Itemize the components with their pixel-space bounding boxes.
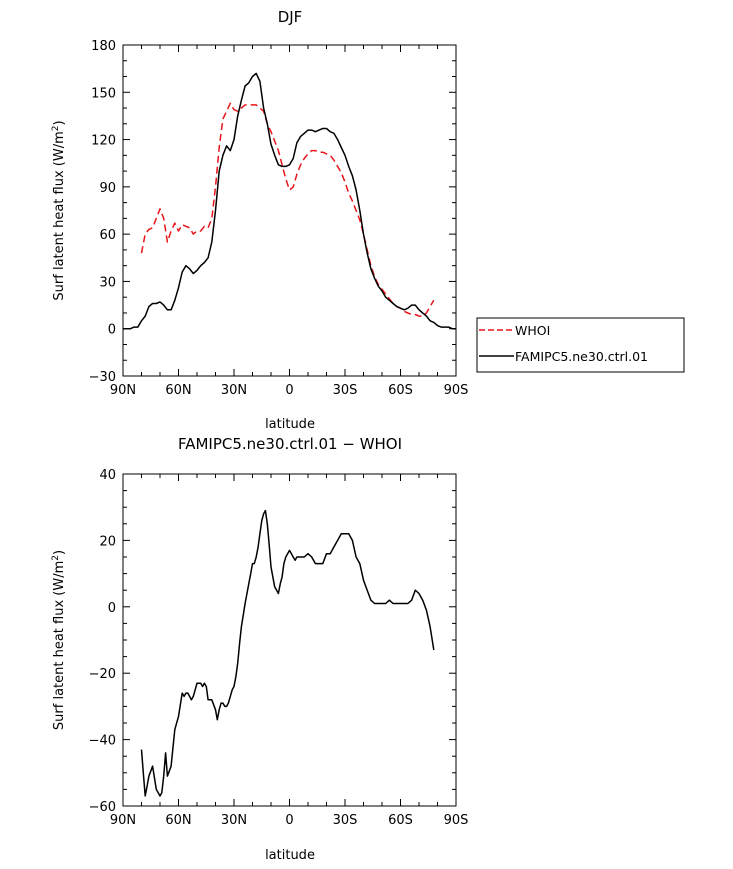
top-chart-xlabel: latitude (265, 417, 315, 432)
bottom-chart-xtick-label: 30N (221, 813, 247, 828)
bottom-chart-ylabel-text: Surf latent heat flux (W/m (52, 561, 67, 730)
top-chart-frame (122, 44, 457, 377)
top-chart-xtick-label: 90S (444, 383, 469, 398)
bottom-chart-marks (140, 509, 435, 797)
top-chart: DJF 90N 60N 30N 0 30S 60S 90S 180 150 120 90 60 30 0 −… (51, 8, 468, 432)
bottom-chart-frame (122, 473, 457, 807)
top-chart-ytick-label: 150 (91, 86, 116, 101)
bottom-chart-ytick-label: 0 (108, 601, 116, 616)
bottom-chart-xtick-label: 90S (444, 813, 469, 828)
top-chart-xtick-label: 60S (388, 383, 413, 398)
top-chart-ylabel-close: ) (52, 120, 67, 125)
top-chart-ylabel: Surf latent heat flux (W/m2) (51, 120, 67, 300)
bottom-chart-ylabel-close: ) (52, 550, 67, 555)
top-chart-xtick-label: 30S (333, 383, 358, 398)
top-chart-ytick-label: 90 (99, 181, 116, 196)
top-chart-series-line-0 (140, 102, 435, 317)
top-chart-ticks: 90N 60N 30N 0 30S 60S 90S 180 150 120 90 60 30 0 −30 (89, 39, 469, 398)
bottom-chart-ytick-label: 40 (99, 468, 116, 483)
top-chart-xtick-label: 0 (285, 383, 293, 398)
bottom-chart-ylabel-sup: 2 (51, 555, 61, 561)
bottom-chart-ytick-label: −40 (89, 734, 116, 749)
top-chart-ylabel-text: Surf latent heat flux (W/m (52, 131, 67, 300)
bottom-chart-xtick-label: 0 (285, 813, 293, 828)
bottom-chart-series-line-0 (140, 509, 435, 797)
bottom-chart-xtick-label: 90N (110, 813, 136, 828)
top-chart-ytick-label: 180 (91, 39, 116, 54)
top-chart-xtick-label: 90N (110, 383, 136, 398)
top-chart-ytick-label: −30 (89, 370, 116, 385)
bottom-chart-ytick-label: 20 (99, 534, 116, 549)
top-chart-ytick-label: 60 (99, 228, 116, 243)
bottom-chart-xtick-label: 30S (333, 813, 358, 828)
top-chart-marks (123, 72, 456, 330)
bottom-chart-xtick-label: 60S (388, 813, 413, 828)
bottom-chart-xlabel: latitude (265, 848, 315, 863)
top-chart-ytick-label: 0 (108, 323, 116, 338)
bottom-chart-ylabel: Surf latent heat flux (W/m2) (51, 550, 67, 730)
legend-label-model: FAMIPC5.ne30.ctrl.01 (515, 349, 648, 364)
legend-label-whoi: WHOI (515, 323, 550, 338)
bottom-chart: FAMIPC5.ne30.ctrl.01 − WHOI 90N 60N 30N 0 30… (51, 435, 468, 863)
legend-box (476, 317, 685, 373)
bottom-chart-ytick-label: −20 (89, 667, 116, 682)
top-chart-xtick-label: 30N (221, 383, 247, 398)
bottom-chart-ticks: 90N 60N 30N 0 30S 60S 90S 40 20 0 −20 −40 −60 (89, 468, 469, 828)
bottom-chart-title: FAMIPC5.ne30.ctrl.01 − WHOI (178, 435, 402, 453)
bottom-chart-xtick-label: 60N (165, 813, 191, 828)
top-chart-ylabel-sup: 2 (51, 126, 61, 132)
top-chart-ytick-label: 30 (99, 275, 116, 290)
legend: WHOI FAMIPC5.ne30.ctrl.01 (476, 317, 685, 373)
top-chart-ytick-label: 120 (91, 134, 116, 149)
top-chart-series-line-1 (123, 72, 456, 330)
bottom-chart-ytick-label: −60 (89, 800, 116, 815)
top-chart-xtick-label: 60N (165, 383, 191, 398)
top-chart-title: DJF (278, 8, 303, 26)
